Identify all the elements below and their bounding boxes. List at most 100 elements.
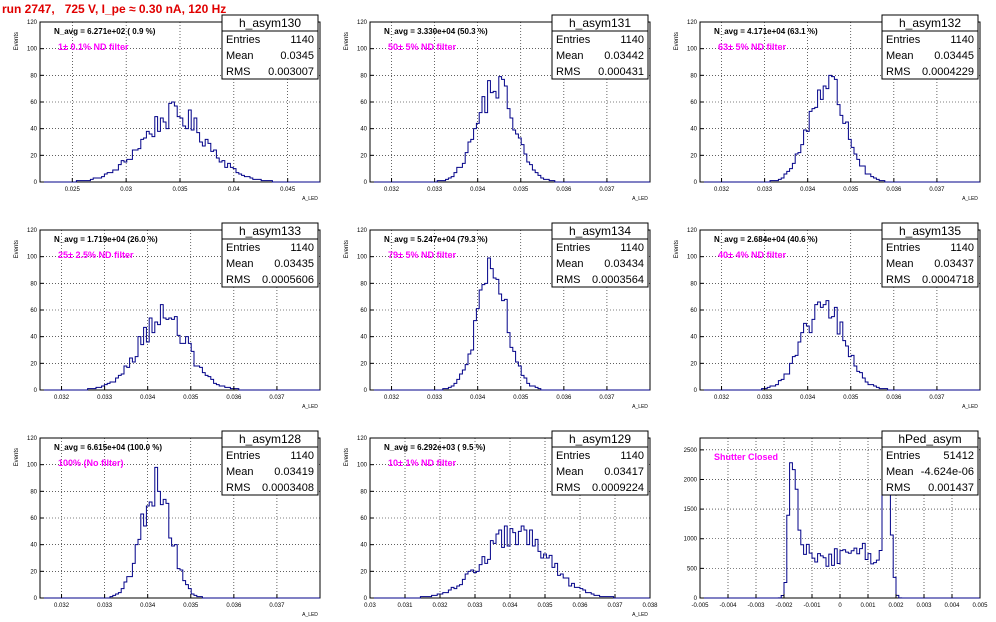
x-tick-label: 0.033 [427, 395, 443, 401]
navg-label: N_avg = 5.247e+04 (79.3 %) [384, 235, 488, 244]
histogram-panel-h_asym132: 0.032 0.033 0.034 0.035 0.036 0.037 0 20 40 60 80 1… [670, 14, 992, 206]
stats-title: hPed_asym [898, 432, 961, 446]
stats-value-entries: 1140 [620, 242, 644, 254]
stats-key-mean: Mean [556, 258, 584, 270]
navg-label: N_avg = 2.684e+04 (40.6 %) [714, 235, 818, 244]
x-tick-label: 0.036 [556, 395, 572, 401]
y-tick-label: 100 [687, 47, 698, 53]
y-tick-label: 120 [27, 20, 38, 26]
stats-key-entries: Entries [886, 450, 921, 462]
histogram-panel-h_asym134: 0.032 0.033 0.034 0.035 0.036 0.037 0 20 40 60 80 1… [340, 222, 662, 414]
stats-value-entries: 1140 [620, 34, 644, 46]
stats-key-entries: Entries [226, 450, 261, 462]
stats-box [221, 14, 319, 80]
stats-title: h_asym128 [239, 432, 301, 446]
x-tick-label: 0.037 [599, 395, 615, 401]
stats-key-mean: Mean [886, 466, 914, 478]
stats-key-rms: RMS [226, 482, 250, 494]
x-tick-label: 0.038 [642, 603, 658, 609]
stats-key-entries: Entries [556, 450, 591, 462]
stats-value-mean: 0.03419 [274, 466, 314, 478]
x-tick-label: 0.036 [886, 187, 902, 193]
y-axis-label: Events [14, 32, 20, 50]
y-tick-label: 1500 [684, 507, 698, 513]
stats-box [881, 14, 979, 80]
stats-key-entries: Entries [886, 34, 921, 46]
x-tick-label: 0.033 [427, 187, 443, 193]
y-tick-label: 20 [360, 153, 367, 159]
y-tick-label: 0 [694, 388, 698, 394]
y-tick-label: 80 [360, 281, 367, 287]
x-tick-label: 0.032 [54, 603, 70, 609]
navg-label: N_avg = 1.719e+04 (26.0 %) [54, 235, 158, 244]
y-tick-label: 120 [27, 436, 38, 442]
y-tick-label: 80 [30, 281, 37, 287]
stats-key-rms: RMS [886, 274, 910, 286]
histogram-h_asym129: 0.03 0.031 0.032 0.033 0.034 0.035 0.036 0.037 0… [344, 430, 658, 618]
stats-title: h_asym132 [899, 16, 961, 30]
y-tick-label: 60 [360, 308, 367, 314]
filter-label: 63± 5% ND filter [718, 42, 786, 52]
x-tick-label: 0.04 [228, 187, 240, 193]
filter-label: Shutter Closed [714, 452, 778, 462]
stats-box [221, 430, 319, 496]
histogram-panel-h_asym133: 0.032 0.033 0.034 0.035 0.036 0.037 0 20 40 60 80 1… [10, 222, 332, 414]
y-tick-label: 40 [690, 335, 697, 341]
y-tick-label: 120 [687, 228, 698, 234]
y-tick-label: 100 [687, 255, 698, 261]
x-tick-label: 0.037 [929, 395, 945, 401]
x-tick-label: 0.036 [226, 395, 242, 401]
y-tick-label: 0 [694, 596, 698, 602]
x-tick-label: 0.001 [860, 603, 876, 609]
y-tick-label: 0 [34, 596, 38, 602]
x-tick-label: 0.045 [280, 187, 296, 193]
stats-key-mean: Mean [886, 50, 914, 62]
stats-value-entries: 1140 [620, 450, 644, 462]
histogram-line [700, 300, 980, 391]
y-tick-label: 100 [357, 463, 368, 469]
y-tick-label: 80 [30, 489, 37, 495]
stats-box [551, 14, 649, 80]
y-tick-label: 0 [694, 180, 698, 186]
x-tick-label: 0.037 [269, 395, 285, 401]
y-tick-label: 80 [30, 73, 37, 79]
histogram-line [700, 74, 980, 183]
histogram-line [370, 257, 650, 391]
x-tick-label: -0.001 [803, 603, 821, 609]
histogram-h_asym132: 0.032 0.033 0.034 0.035 0.036 0.037 0 20 40 60 80 1… [674, 14, 981, 202]
x-tick-label: 0.034 [800, 395, 816, 401]
stats-value-rms: 0.0004229 [922, 66, 974, 78]
y-axis-label: Events [14, 240, 20, 258]
x-tick-label: 0.033 [467, 603, 483, 609]
x-axis-label: A_LED [632, 404, 648, 410]
histogram-h_asym135: 0.032 0.033 0.034 0.035 0.036 0.037 0 20 40 60 80 1… [674, 222, 981, 410]
stats-value-mean: 0.03417 [604, 466, 644, 478]
y-tick-label: 120 [27, 228, 38, 234]
stats-key-rms: RMS [226, 66, 250, 78]
stats-key-mean: Mean [556, 50, 584, 62]
stats-value-rms: 0.0004718 [922, 274, 974, 286]
stats-key-rms: RMS [886, 482, 910, 494]
stats-key-mean: Mean [886, 258, 914, 270]
y-tick-label: 100 [357, 47, 368, 53]
stats-box [551, 222, 649, 288]
x-tick-label: 0.034 [502, 603, 518, 609]
x-tick-label: 0.03 [364, 603, 376, 609]
stats-value-rms: 0.0005606 [262, 274, 314, 286]
histogram-panel-h_asym128: 0.032 0.033 0.034 0.035 0.036 0.037 0 20 40 60 80 1… [10, 430, 332, 622]
y-tick-label: 0 [364, 180, 368, 186]
x-tick-label: 0.035 [183, 603, 199, 609]
x-tick-label: 0.032 [714, 187, 730, 193]
y-tick-label: 100 [357, 255, 368, 261]
navg-label: N_avg = 6.271e+02 ( 0.9 %) [54, 27, 156, 36]
stats-key-rms: RMS [556, 66, 580, 78]
x-axis-label: A_LED [962, 196, 978, 202]
histogram-h_asym130: 0.025 0.03 0.035 0.04 0.045 0 20 40 60 80 100 120 Ev… [14, 14, 321, 202]
y-tick-label: 100 [27, 463, 38, 469]
stats-box [551, 430, 649, 496]
stats-value-mean: -4.624e-06 [921, 466, 974, 478]
histogram-h_asym134: 0.032 0.033 0.034 0.035 0.036 0.037 0 20 40 60 80 1… [344, 222, 651, 410]
y-tick-label: 40 [30, 335, 37, 341]
y-tick-label: 20 [360, 361, 367, 367]
stats-key-rms: RMS [556, 482, 580, 494]
